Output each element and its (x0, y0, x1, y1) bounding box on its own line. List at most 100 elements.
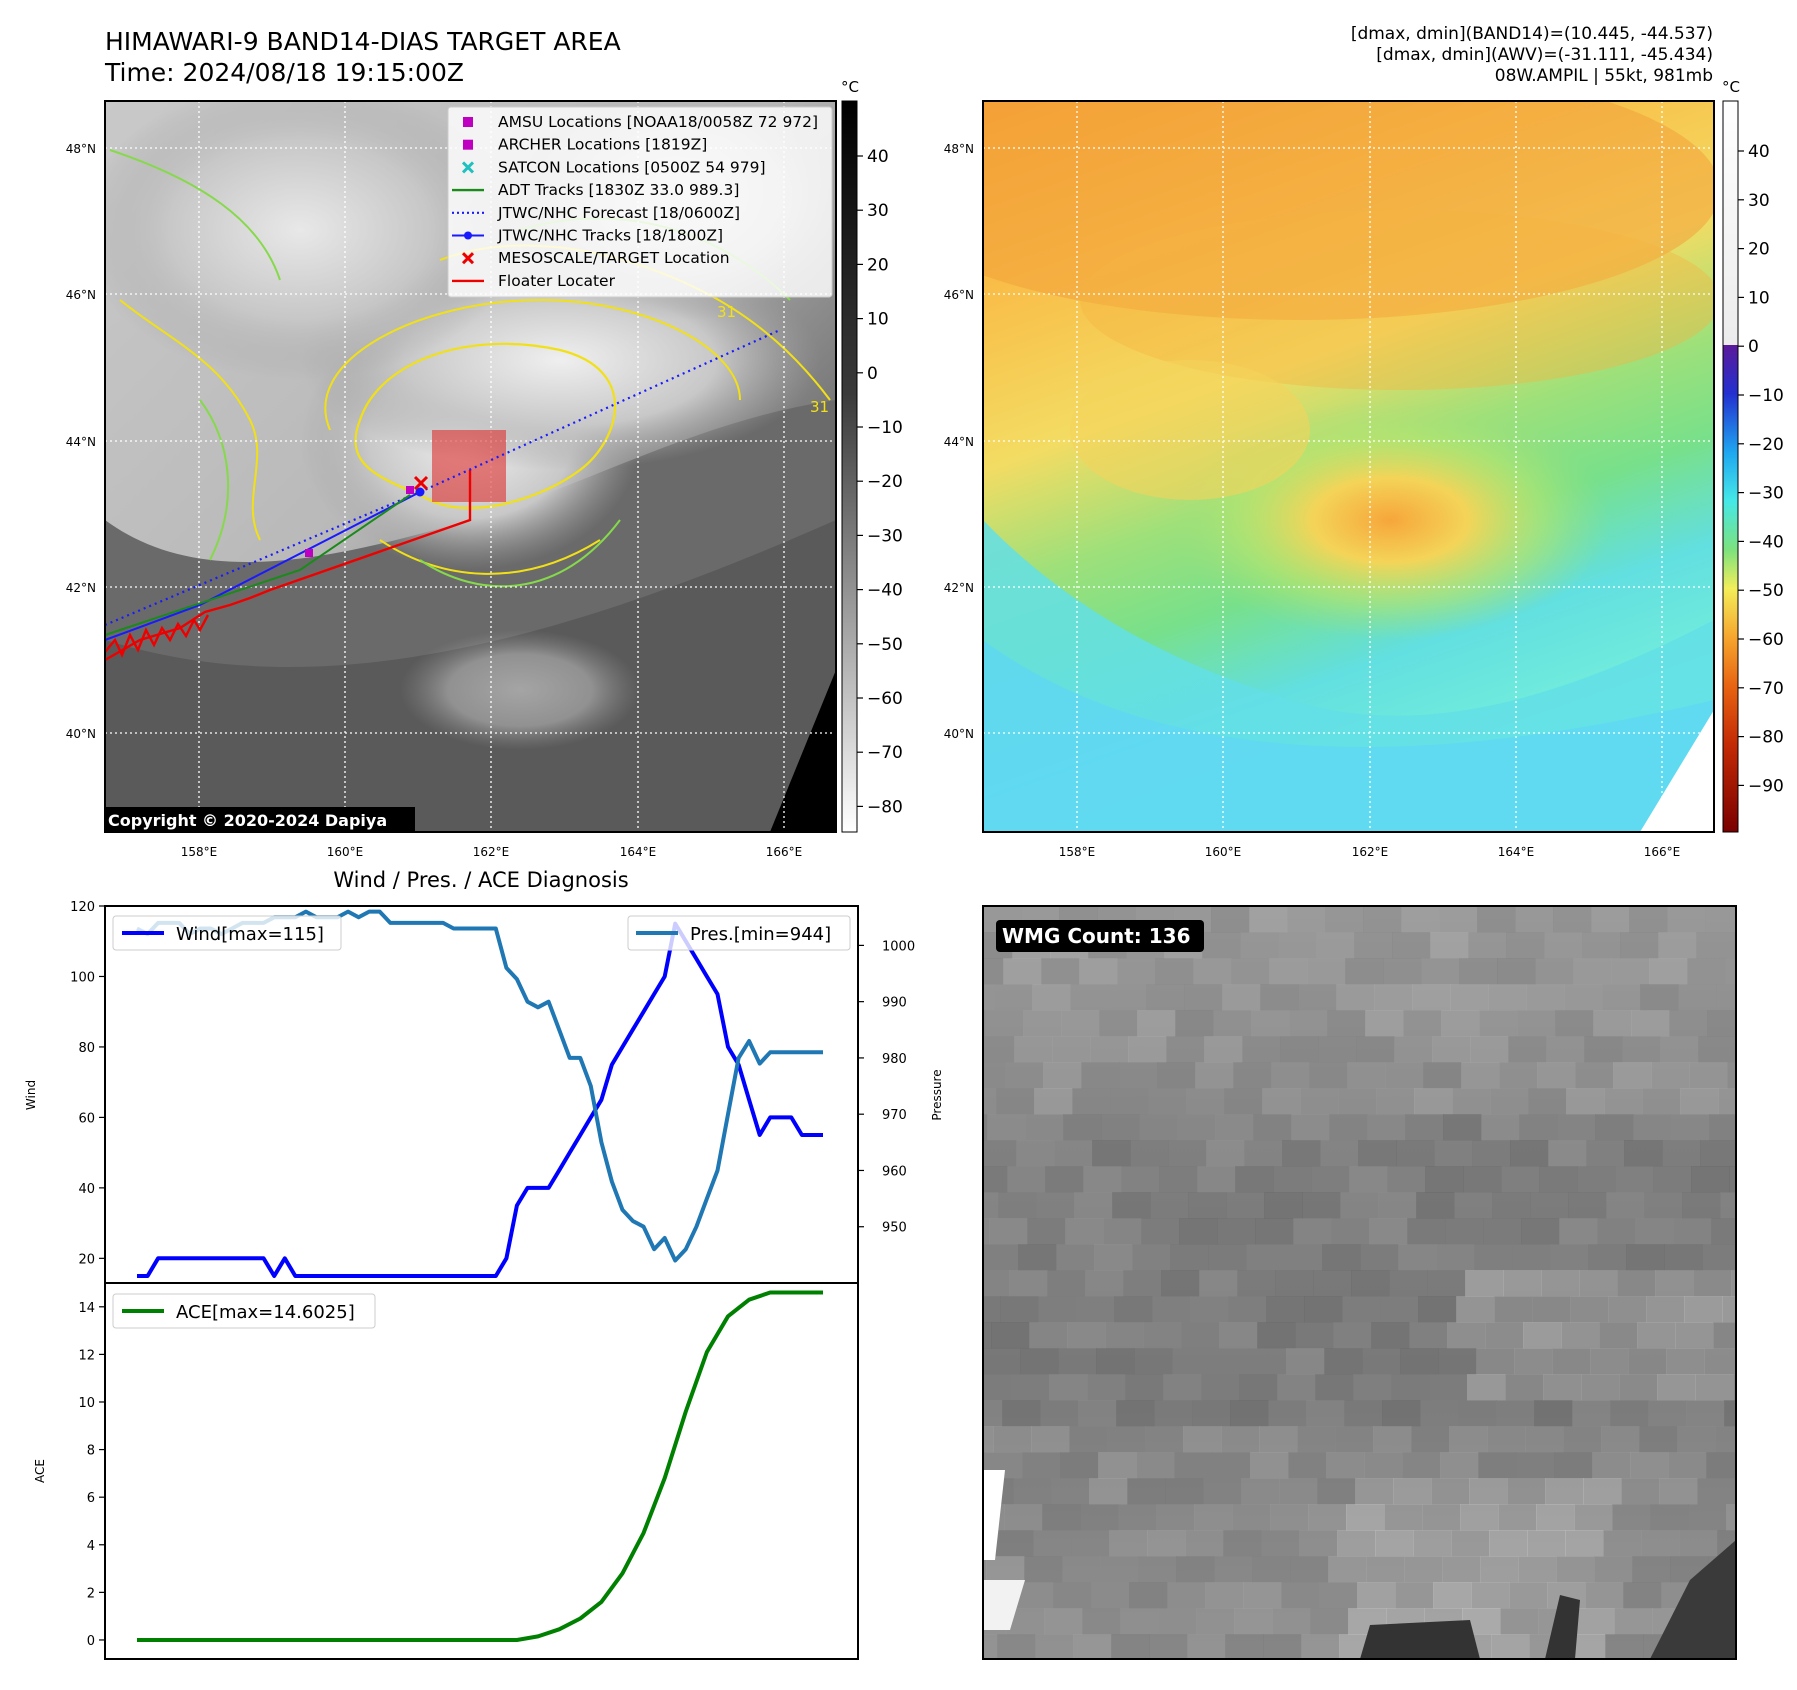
colorbar-tick-label: −60 (1748, 630, 1784, 650)
wv-pixel (1480, 1556, 1519, 1583)
wv-pixel (1349, 1166, 1388, 1193)
wv-pixel (1351, 1270, 1390, 1297)
wv-pixel (1411, 1426, 1450, 1453)
lon-label: 158°E (1059, 845, 1096, 859)
wv-pixel (1704, 1348, 1736, 1375)
wv-pixel (1034, 1088, 1073, 1115)
wv-pixel (1671, 1114, 1710, 1141)
wv-pixel (1702, 1244, 1736, 1271)
wv-pixel (1450, 984, 1489, 1011)
wv-pixel (988, 1660, 1027, 1687)
lat-label: 46°N (66, 288, 96, 302)
wv-pixel (1326, 1452, 1365, 1479)
wv-pixel (1226, 1192, 1265, 1219)
wv-pixel (1282, 1140, 1321, 1167)
wv-pixel (1020, 1348, 1059, 1375)
wv-pixel (1085, 1270, 1124, 1297)
wv-pixel (1002, 1400, 1041, 1427)
wv-pixel (1675, 1322, 1714, 1349)
wv-pixel (1111, 1634, 1150, 1659)
wv-pixel (1392, 932, 1431, 959)
wv-pixel (1311, 1166, 1350, 1193)
wv-pixel (1272, 1608, 1311, 1635)
wv-pixel (1090, 1036, 1129, 1063)
wv-pixel (1222, 984, 1261, 1011)
wv-pixel (1445, 1218, 1484, 1245)
wv-pixel (1092, 1140, 1131, 1167)
wv-pixel (1667, 906, 1706, 933)
wv-pixel (1261, 1530, 1300, 1557)
wv-pixel (1622, 1036, 1661, 1063)
wv-pixel (1593, 1010, 1632, 1037)
ace-chart: 0 2 4 6 8 10 12 14 ACE ACE[max=14.6025] (33, 1282, 859, 1660)
wv-pixel (1114, 1296, 1153, 1323)
y-tick-label: 6 (87, 1491, 95, 1506)
wv-pixel (1071, 1530, 1110, 1557)
wv-pixel (1217, 1218, 1256, 1245)
wv-pixel (1668, 1452, 1707, 1479)
colorbar-tick-label: −80 (867, 797, 903, 817)
info-storm: 08W.AMPIL | 55kt, 981mb (1495, 66, 1713, 86)
wv-pixel (1440, 1452, 1479, 1479)
wv-pixel (1736, 1036, 1775, 1063)
wv-pixel (1201, 1374, 1240, 1401)
wv-pixel (1420, 1400, 1459, 1427)
y-tick-label: 12 (78, 1348, 95, 1363)
lon-label: 164°E (620, 845, 657, 859)
wv-pixel (1018, 1244, 1057, 1271)
wv-pixel (1197, 1166, 1236, 1193)
ace-legend-label: ACE[max=14.6025] (176, 1302, 355, 1323)
wv-pixel (1022, 1452, 1061, 1479)
wv-pixel (1505, 1374, 1544, 1401)
wv-pixel (1498, 1504, 1537, 1531)
wv-pixel (1210, 1348, 1249, 1375)
wv-pixel (1724, 1400, 1736, 1427)
wv-pixel (1425, 1166, 1464, 1193)
wv-pixel (1610, 1400, 1649, 1427)
wv-pixel (1004, 1504, 1043, 1531)
wv-pixel (1065, 1218, 1104, 1245)
info-band14-range: [dmax, dmin](BAND14)=(10.445, -44.537) (1351, 24, 1713, 44)
wv-pixel (1494, 1296, 1533, 1323)
colorbar-tick-label: −10 (867, 418, 903, 438)
wv-pixel (1064, 1660, 1103, 1687)
wv-pixel (1401, 906, 1440, 933)
y-right-tick-label: 960 (882, 1164, 907, 1179)
wv-pixel (1239, 1374, 1278, 1401)
wv-pixel (1558, 1660, 1597, 1687)
wv-pixel (1556, 1556, 1595, 1583)
wv-pixel (1439, 906, 1478, 933)
wv-pixel (1199, 1270, 1238, 1297)
wv-pixel (983, 1114, 988, 1141)
lat-label: 48°N (944, 142, 974, 156)
lon-label: 160°E (327, 845, 364, 859)
wv-pixel (1436, 1244, 1475, 1271)
wv-pixel (1398, 1244, 1437, 1271)
wv-pixel (1336, 984, 1375, 1011)
wv-pixel (1516, 1452, 1555, 1479)
wv-pixel (987, 1114, 1026, 1141)
wv-pixel (994, 984, 1033, 1011)
wv-pixel (1024, 1556, 1063, 1583)
wv-pixel (1740, 1244, 1779, 1271)
wv-pixel (1605, 1634, 1644, 1659)
wv-pixel (1452, 1088, 1491, 1115)
wv-pixel (1344, 1400, 1383, 1427)
wv-pixel (1644, 1192, 1683, 1219)
wv-pixel (1432, 1036, 1471, 1063)
wv-pixel (1328, 1556, 1367, 1583)
wv-pixel (1601, 1426, 1640, 1453)
wv-pixel (1628, 1348, 1667, 1375)
wv-pixel (1183, 1426, 1222, 1453)
lon-label: 160°E (1205, 845, 1242, 859)
lon-label: 162°E (1352, 845, 1389, 859)
wv-pixel (1655, 1270, 1694, 1297)
wv-pixel (1492, 1192, 1531, 1219)
wv-pixel (1395, 1582, 1434, 1609)
wv-pixel (1045, 1166, 1084, 1193)
wv-pixel (1009, 1270, 1048, 1297)
wv-pixel (1255, 1218, 1294, 1245)
wv-pixel (1204, 1036, 1243, 1063)
lat-label: 44°N (944, 435, 974, 449)
ace-axis-label: ACE (33, 1459, 47, 1483)
